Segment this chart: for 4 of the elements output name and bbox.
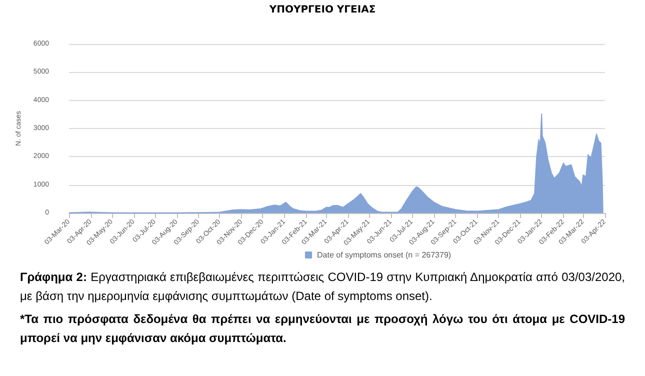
text: *Τα πιο πρόσφατα δεδομένα θα πρέπει να ερμηνεύονται με προσοχή λόγω του ότι άτομα με COVID-19 μπορεί να μην εμφάνισαν ακόμα συμπτώματα. <box>20 311 625 347</box>
legend-label: Date of symptoms onset (n = 267379) <box>317 250 452 260</box>
text: Γράφημα 2: Εργαστηριακά επιβεβαιωμένες περιπτώσεις COVID-19 στην Κυπριακή Δημοκρατία από 03/03/2020, με βάση την ημερομηνία εμφάνισης συμπτωμάτων (Date of symptoms onset). <box>20 270 625 303</box>
chart-title: ΥΠΟΥΡΓΕΙΟ ΥΓΕΙΑΣ <box>268 4 376 16</box>
